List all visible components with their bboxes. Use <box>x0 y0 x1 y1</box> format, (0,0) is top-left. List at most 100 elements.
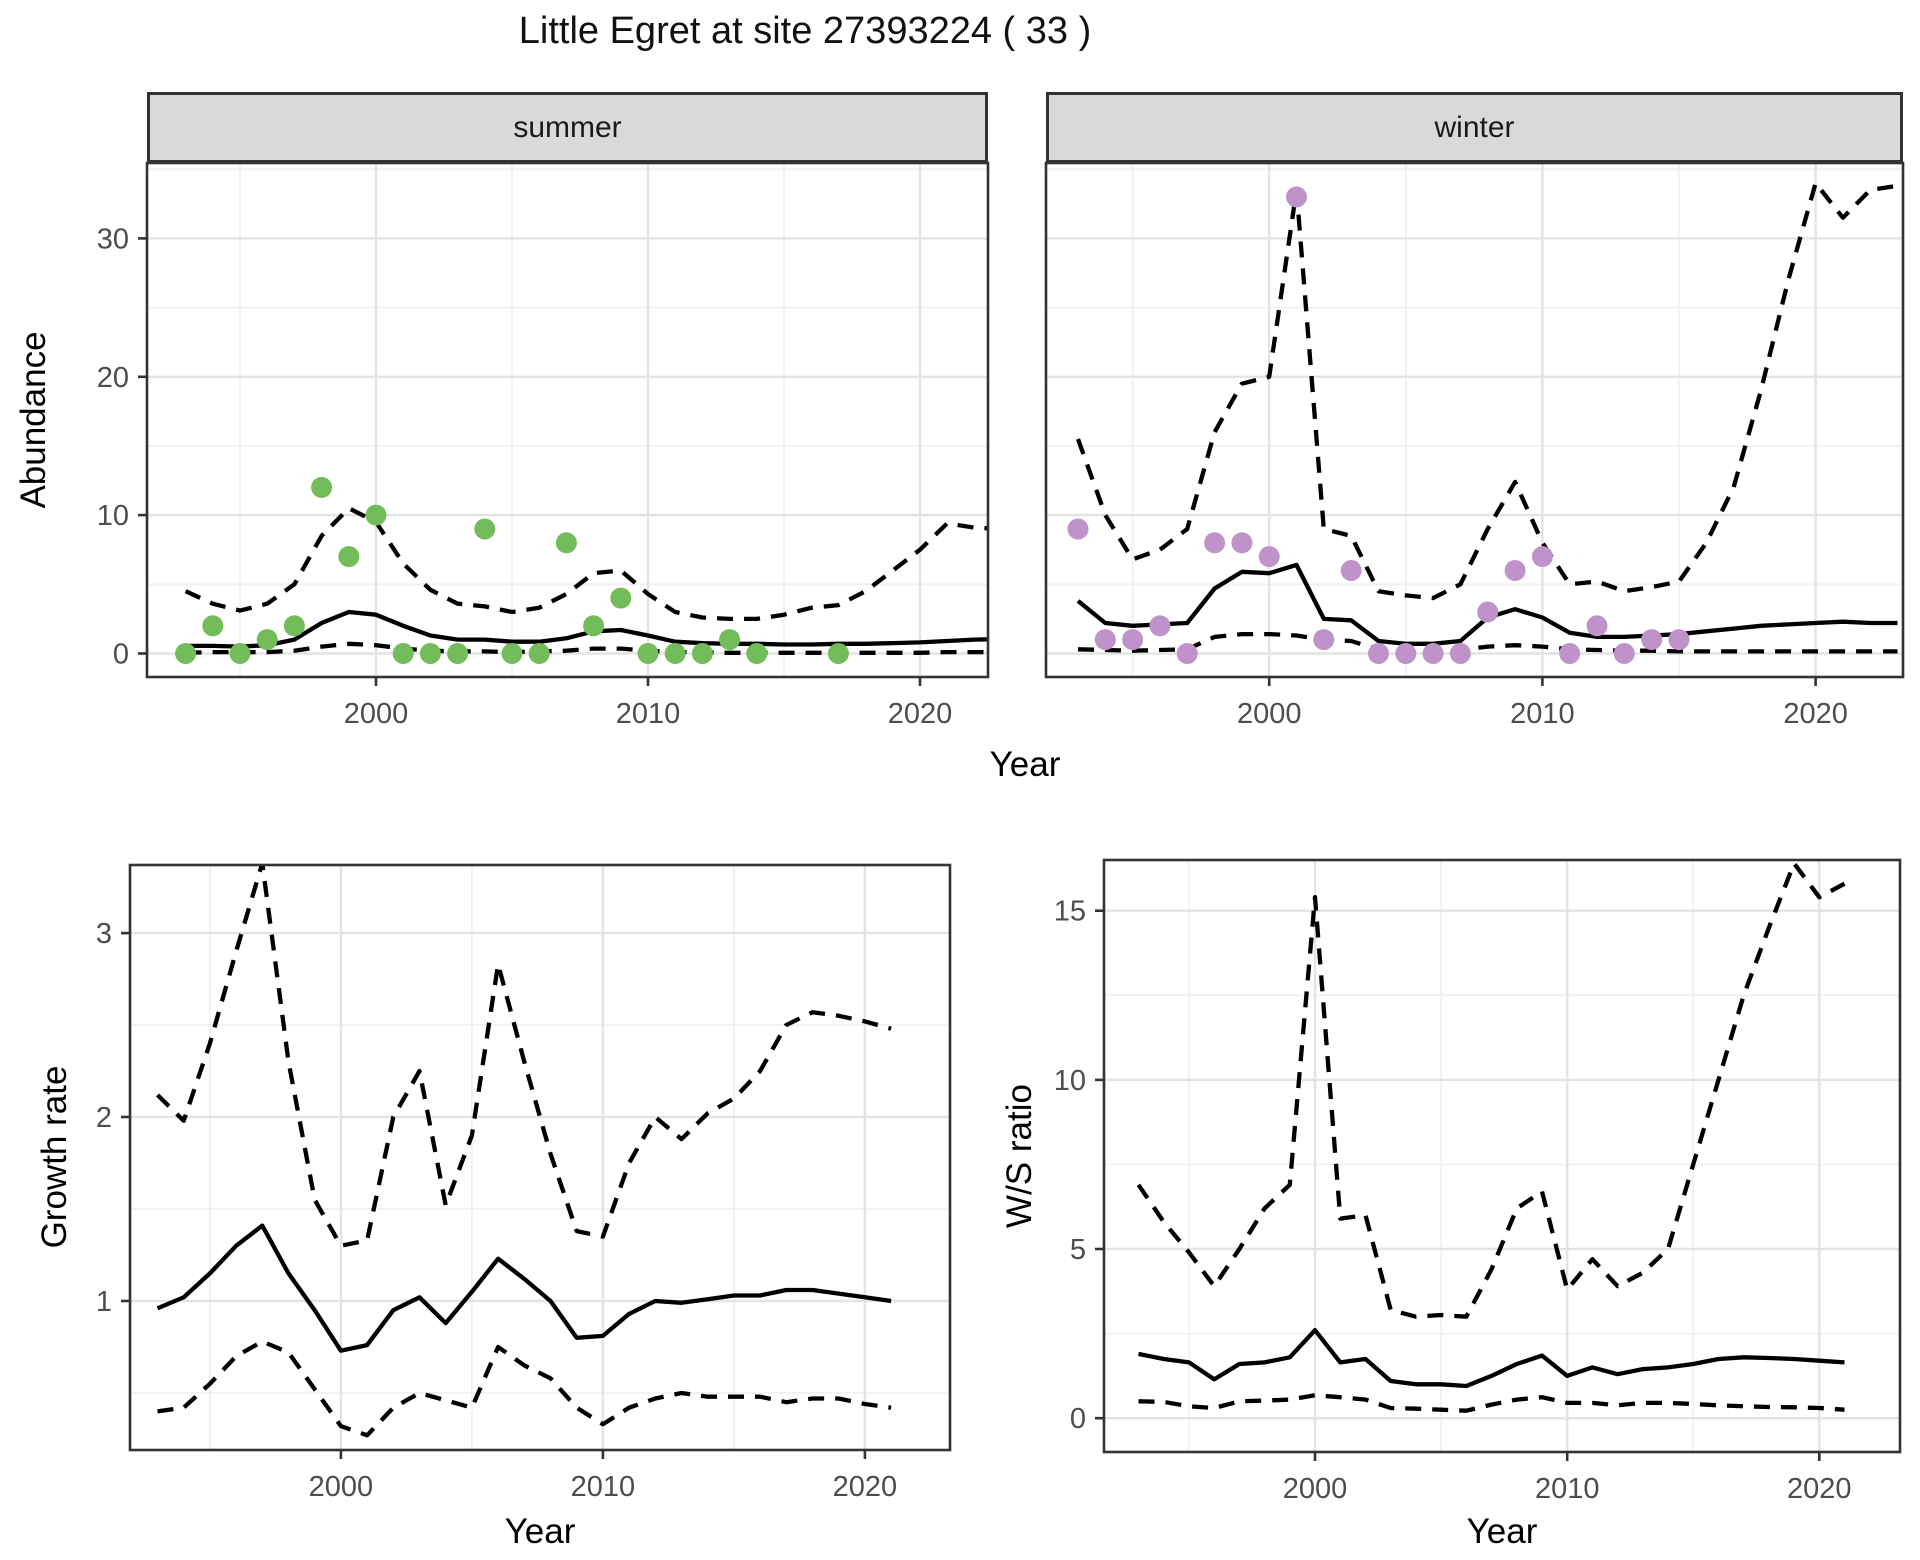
summer-observed-point <box>637 643 659 664</box>
winter-observed-point <box>1286 186 1307 208</box>
x-tick-label: 2010 <box>571 1471 636 1503</box>
x-tick-label: 2000 <box>309 1471 374 1503</box>
winter-observed-point <box>1340 560 1362 581</box>
x-tick-label: 2010 <box>1510 698 1575 730</box>
y-tick-label: 10 <box>97 500 129 532</box>
winter-observed-point <box>1368 643 1389 664</box>
growth-upper_ci-line <box>155 865 892 1248</box>
summer-observed-point <box>583 615 605 637</box>
summer-observed-point <box>827 643 849 664</box>
summer-panel-border <box>145 161 990 679</box>
y-tick-label: 1 <box>96 1286 112 1318</box>
winter-observed-point <box>1422 643 1444 664</box>
x-tick-label: 2020 <box>888 698 953 730</box>
y-tick-label: 3 <box>96 918 112 950</box>
summer-observed-point <box>202 615 224 637</box>
summer-observed-point <box>555 532 577 554</box>
winter-observed-point <box>1258 546 1280 568</box>
ws-ratio-y-axis-title: W/S ratio <box>1000 1084 1039 1228</box>
summer-lower_ci-line <box>185 641 988 655</box>
panel-winter: 2000 2010 2020 <box>1044 161 1905 730</box>
facet-strip-winter: winter <box>1046 92 1903 163</box>
panel-ws: 2000 2010 2020 0 5 10 15 <box>1054 858 1902 1505</box>
facet-label-summer: summer <box>513 110 622 144</box>
summer-observed-point <box>229 643 251 664</box>
abundance-y-axis-title: Abundance <box>14 331 53 509</box>
figure-title: Little Egret at site 27393224 ( 33 ) <box>518 10 1092 52</box>
winter-observed-point <box>1531 546 1553 568</box>
x-tick-label: 2010 <box>616 698 681 730</box>
summer-observed-point <box>392 643 414 664</box>
summer-observed-point <box>719 629 741 651</box>
winter-observed-point <box>1204 532 1226 554</box>
summer-observed-point <box>419 643 441 664</box>
winter-observed-point <box>1122 629 1144 651</box>
ws-panel-background <box>1104 860 1900 1452</box>
y-tick-label: 0 <box>113 639 129 671</box>
winter-upper_ci-line <box>1075 180 1898 601</box>
y-tick-label: 20 <box>97 362 129 394</box>
summer-observed-point <box>746 643 768 664</box>
x-tick-label: 2020 <box>1783 698 1848 730</box>
summer-observed-point <box>447 643 469 664</box>
winter-observed-point <box>1586 615 1608 637</box>
winter-observed-point <box>1067 518 1089 540</box>
summer-upper_ci-line <box>184 506 988 622</box>
summer-observed-point <box>175 643 197 664</box>
winter-observed-point <box>1231 532 1253 554</box>
x-tick-label: 2020 <box>1787 1473 1852 1505</box>
summer-observed-point <box>664 643 686 664</box>
winter-observed-point <box>1176 643 1198 664</box>
ws-upper_ci-line <box>1136 861 1846 1319</box>
y-tick-label: 10 <box>1054 1065 1086 1097</box>
facet-strip-summer: summer <box>147 92 988 163</box>
winter-panel-border <box>1044 161 1905 679</box>
x-tick-label: 2000 <box>1237 698 1302 730</box>
winter-observed-point <box>1313 629 1335 651</box>
y-tick-label: 0 <box>1070 1403 1086 1435</box>
summer-observed-point <box>256 629 278 651</box>
winter-observed-point <box>1149 615 1171 637</box>
ws-panel-border <box>1102 858 1902 1454</box>
summer-observed-point <box>501 643 523 664</box>
x-tick-label: 2010 <box>1535 1473 1600 1505</box>
summer-observed-point <box>610 587 632 609</box>
growth-rate-x-axis-title: Year <box>504 1512 576 1551</box>
summer-observed-point <box>338 546 360 568</box>
summer-observed-point <box>691 643 713 664</box>
growth-panel-border <box>128 863 952 1452</box>
winter-panel-background <box>1046 163 1903 677</box>
y-tick-label: 15 <box>1054 896 1086 928</box>
winter-observed-point <box>1668 629 1690 651</box>
ws-lower_ci-line <box>1138 1393 1845 1413</box>
growth-lower_ci-line <box>157 1339 892 1438</box>
summer-observed-point <box>474 518 496 540</box>
panel-summer: 2000 2010 2020 0 10 20 30 <box>97 161 990 730</box>
x-tick-label: 2020 <box>833 1471 898 1503</box>
ws-ratio-x-axis-title: Year <box>1466 1512 1538 1551</box>
winter-observed-point <box>1449 643 1471 664</box>
summer-observed-point <box>528 643 550 664</box>
y-tick-label: 5 <box>1070 1234 1086 1266</box>
growth-fit-line <box>156 1223 892 1353</box>
panel-growth: 2000 2010 2020 1 2 3 <box>96 863 952 1503</box>
ws-fit-line <box>1138 1328 1845 1389</box>
top-x-axis-title: Year <box>989 745 1061 784</box>
winter-observed-point <box>1477 601 1499 623</box>
winter-observed-point <box>1559 643 1581 664</box>
x-tick-label: 2000 <box>1283 1473 1348 1505</box>
summer-observed-point <box>311 476 333 498</box>
x-tick-label: 2000 <box>344 698 409 730</box>
winter-observed-point <box>1094 629 1116 651</box>
summer-observed-point <box>365 504 387 526</box>
facet-label-winter: winter <box>1434 110 1515 144</box>
y-tick-label: 2 <box>96 1102 112 1134</box>
summer-observed-point <box>283 615 305 637</box>
winter-observed-point <box>1613 643 1635 664</box>
winter-observed-point <box>1641 629 1663 651</box>
y-tick-label: 30 <box>97 223 129 255</box>
winter-lower_ci-line <box>1077 631 1898 654</box>
winter-observed-point <box>1395 643 1417 664</box>
